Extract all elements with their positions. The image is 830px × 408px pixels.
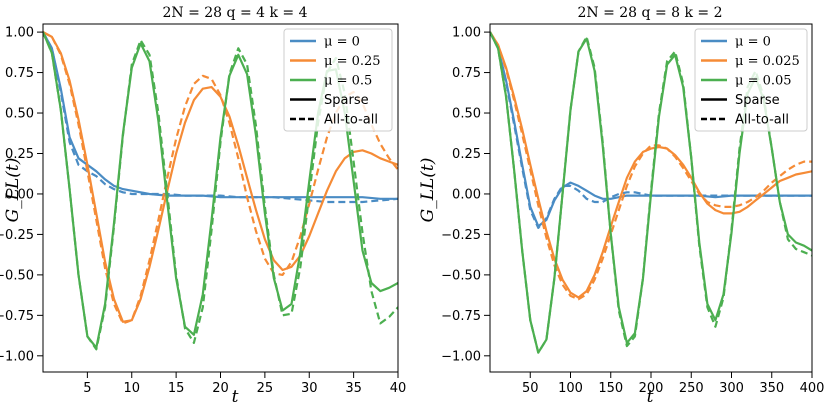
left-ylabel-group: G_LL(t) <box>3 158 23 223</box>
legend-label: μ = 0.05 <box>735 74 792 89</box>
x-tick-label: 400 <box>800 381 825 396</box>
y-tick-label: −0.75 <box>441 309 481 324</box>
legend: μ = 0 μ = 0.25 μ = 0.5 Sparse All-to-all <box>283 28 393 132</box>
x-tick-label: 10 <box>123 381 140 396</box>
y-tick-label: 1.00 <box>5 26 34 41</box>
y-tick-label: −0.25 <box>441 228 481 243</box>
right-x-axis-label: t <box>647 387 654 407</box>
legend-label: All-to-all <box>735 113 789 128</box>
x-tick-label: 350 <box>759 381 784 396</box>
y-tick-label: 0.25 <box>5 147 34 162</box>
x-tick-label: 5 <box>83 381 91 396</box>
legend-label: Sparse <box>735 93 780 108</box>
y-tick-label: −1.00 <box>0 349 34 364</box>
series-line <box>490 31 812 301</box>
legend-label: μ = 0 <box>324 35 360 50</box>
left-y-axis-label: G_LL(t) <box>3 158 23 223</box>
left-panel-title: 2N = 28 q = 4 k = 4 <box>162 5 307 21</box>
x-tick-label: 40 <box>390 381 407 396</box>
legend-box <box>694 28 808 132</box>
legend-label: Sparse <box>324 93 369 108</box>
x-tick-label: 35 <box>345 381 362 396</box>
y-tick-label: −0.50 <box>441 268 481 283</box>
y-tick-label: 0.75 <box>452 66 481 81</box>
x-tick-label: 100 <box>558 381 583 396</box>
y-tick-label: 0.50 <box>5 107 34 122</box>
series-line <box>43 31 398 323</box>
y-tick-label: 0.50 <box>452 107 481 122</box>
series-group <box>43 31 398 351</box>
x-tick-label: 200 <box>639 381 664 396</box>
y-tick-label: 0.00 <box>452 187 481 202</box>
y-tick-label: −0.75 <box>0 309 34 324</box>
legend: μ = 0 μ = 0.025 μ = 0.05 Sparse All-to-all <box>694 28 808 132</box>
right-panel: 2N = 28 q = 8 k = 2 G_LL(t) t 50 100 150 20… <box>418 5 824 407</box>
x-tick-label: 250 <box>679 381 704 396</box>
right-y-axis-label: G_LL(t) <box>418 158 438 223</box>
left-x-axis-label: t <box>232 387 239 407</box>
y-tick-label: 1.00 <box>452 26 481 41</box>
right-panel-title: 2N = 28 q = 8 k = 2 <box>577 5 722 21</box>
x-tick-label: 25 <box>257 381 274 396</box>
y-tick-label: −0.25 <box>0 228 34 243</box>
legend-label: μ = 0 <box>735 35 771 50</box>
legend-label: μ = 0.25 <box>324 54 381 69</box>
legend-label: μ = 0.025 <box>735 54 800 69</box>
y-tick-label: 0.00 <box>5 187 34 202</box>
y-tick-label: 0.25 <box>452 147 481 162</box>
series-line <box>490 31 812 299</box>
series-line <box>43 31 398 204</box>
x-tick-label: 30 <box>301 381 318 396</box>
left-panel: 2N = 28 q = 4 k = 4 G_LL(t) t 5 10 15 20 25 3… <box>0 5 406 407</box>
legend-label: All-to-all <box>324 113 378 128</box>
y-tick-label: 0.75 <box>5 66 34 81</box>
x-tick-label: 20 <box>212 381 229 396</box>
legend-label: μ = 0.5 <box>324 74 372 89</box>
x-tick-label: 300 <box>719 381 744 396</box>
legend-box <box>283 28 393 132</box>
x-tick-label: 50 <box>522 381 539 396</box>
x-tick-label: 150 <box>598 381 623 396</box>
x-tick-label: 15 <box>168 381 185 396</box>
y-tick-label: −1.00 <box>441 349 481 364</box>
y-tick-label: −0.50 <box>0 268 34 283</box>
